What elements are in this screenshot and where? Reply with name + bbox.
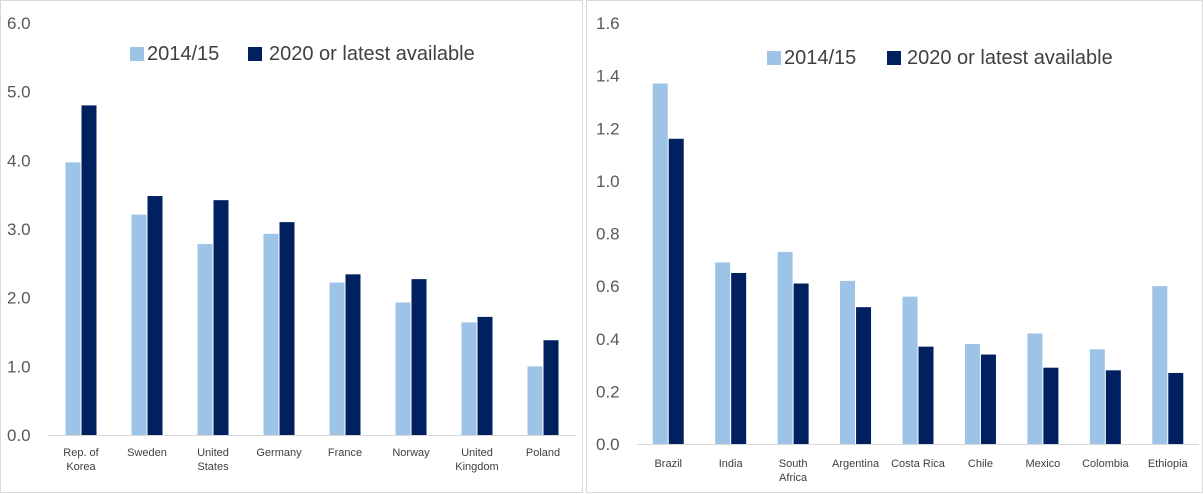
x-tick-label: Poland (526, 447, 560, 459)
y-tick-label: 3.0 (7, 220, 31, 239)
bar-series-2 (213, 200, 229, 435)
bar-series-1 (1152, 286, 1168, 444)
x-tick-label: France (328, 447, 362, 459)
bar-series-1 (461, 322, 477, 435)
bar-series-1 (964, 344, 980, 444)
bar-series-2 (81, 105, 97, 436)
bar-series-2 (1168, 372, 1184, 444)
bar-series-1 (840, 280, 856, 444)
bar-series-2 (793, 283, 809, 444)
bar-series-2 (668, 138, 684, 444)
bar-series-1 (715, 262, 731, 444)
legend-swatch-series-1 (767, 51, 781, 65)
legend-label-series-2: 2020 or latest available (907, 47, 1113, 69)
bar-series-2 (731, 272, 747, 444)
legend-swatch-series-1 (130, 47, 144, 61)
bar-series-1 (1027, 333, 1043, 444)
x-tick-label: Kingdom (455, 461, 498, 473)
y-tick-label: 1.2 (596, 119, 620, 138)
x-tick-label: Rep. of (63, 447, 99, 459)
bar-chart-left: 0.0 1.0 2.0 3.0 4.0 5.0 6.0 Rep. of Korea Sweden U… (7, 14, 576, 473)
y-tick-label: 1.4 (596, 67, 620, 86)
bar-series-2 (1043, 367, 1059, 444)
y-tick-label: 1.6 (596, 14, 620, 33)
bar-series-1 (65, 162, 81, 436)
bar-series-1 (197, 244, 213, 435)
x-tick-label: Brazil (654, 458, 682, 470)
y-tick-label: 0.4 (596, 330, 620, 349)
x-tick-label: States (197, 461, 229, 473)
bar-series-2 (918, 346, 934, 444)
bar-series-1 (777, 251, 793, 444)
legend-label-series-1: 2014/15 (147, 43, 219, 65)
x-tick-label: Korea (66, 461, 96, 473)
bar-series-2 (980, 354, 996, 444)
legend-label-series-2: 2020 or latest available (269, 43, 475, 65)
y-tick-label: 5.0 (7, 83, 31, 102)
y-tick-label: 0.2 (596, 382, 620, 401)
x-tick-label: Ethiopia (1148, 458, 1189, 470)
y-tick-label: 0.6 (596, 277, 620, 296)
bar-series-2 (1105, 370, 1121, 444)
bar-series-1 (329, 282, 345, 435)
bar-series-1 (263, 233, 279, 435)
chart-panel-right: 0.0 0.2 0.4 0.6 0.8 1.0 1.2 1.4 1.6 Brazil India So… (586, 0, 1203, 493)
x-tick-label: United (461, 447, 493, 459)
x-tick-label: Costa Rica (891, 458, 946, 470)
bar-series-1 (131, 214, 147, 435)
y-tick-label: 0.0 (7, 426, 31, 445)
x-tick-label: Norway (392, 447, 430, 459)
x-tick-label: India (719, 458, 744, 470)
chart-panel-left: 0.0 1.0 2.0 3.0 4.0 5.0 6.0 Rep. of Korea Sweden U… (0, 0, 583, 493)
bar-series-2 (856, 307, 872, 444)
x-tick-label: Mexico (1025, 458, 1060, 470)
bar-series-1 (1089, 349, 1105, 444)
bar-series-2 (477, 316, 493, 435)
legend-swatch-series-2 (887, 51, 901, 65)
bar-series-2 (411, 279, 427, 435)
y-tick-label: 1.0 (596, 172, 620, 191)
x-tick-label: Germany (256, 447, 302, 459)
bar-series-1 (527, 366, 543, 435)
legend-label-series-1: 2014/15 (784, 47, 856, 69)
x-tick-label: Colombia (1082, 458, 1129, 470)
bar-series-2 (147, 196, 163, 435)
x-tick-label: Argentina (832, 458, 880, 470)
y-tick-label: 1.0 (7, 357, 31, 376)
bar-series-1 (395, 302, 411, 435)
x-tick-label: Africa (779, 472, 808, 484)
y-tick-label: 0.8 (596, 225, 620, 244)
bar-chart-right: 0.0 0.2 0.4 0.6 0.8 1.0 1.2 1.4 1.6 Brazil India So… (596, 14, 1199, 484)
y-tick-label: 2.0 (7, 289, 31, 308)
bar-series-2 (543, 340, 559, 435)
bar-series-1 (652, 83, 668, 445)
x-tick-label: Chile (968, 458, 993, 470)
x-tick-label: South (779, 458, 808, 470)
y-tick-label: 4.0 (7, 151, 31, 170)
bar-series-2 (279, 222, 295, 435)
bar-series-1 (902, 296, 918, 444)
legend-swatch-series-2 (248, 47, 262, 61)
bar-series-2 (345, 274, 361, 435)
y-tick-label: 0.0 (596, 435, 620, 454)
x-tick-label: United (197, 447, 229, 459)
x-tick-label: Sweden (127, 447, 167, 459)
y-tick-label: 6.0 (7, 14, 31, 33)
